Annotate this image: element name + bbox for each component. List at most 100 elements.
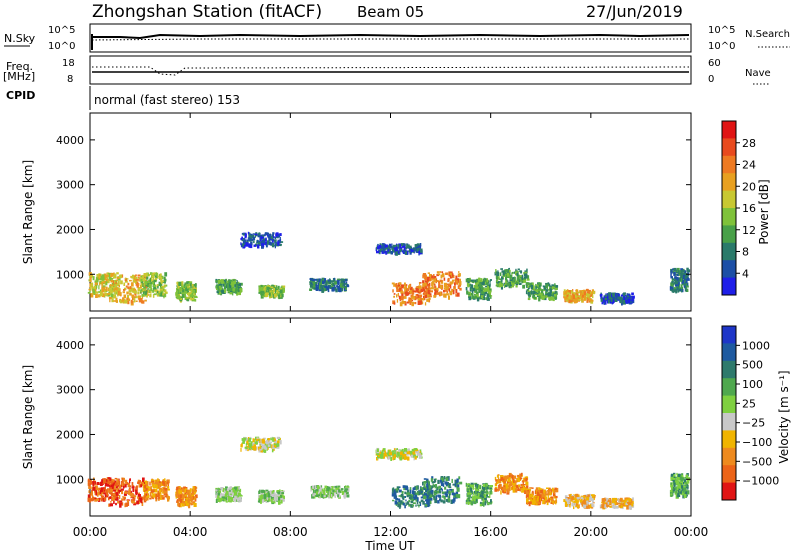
- power-cell: [399, 302, 403, 307]
- power-cell: [430, 287, 434, 290]
- velocity-cell: [535, 487, 539, 492]
- velocity-cell: [477, 489, 480, 492]
- power-cell: [147, 285, 150, 288]
- velocity-cell: [277, 492, 280, 496]
- power-cell: [118, 288, 120, 291]
- power-cell: [485, 282, 488, 285]
- velocity-cell: [519, 486, 523, 489]
- velocity-cell: [317, 485, 320, 490]
- power-cell: [271, 291, 273, 293]
- power-cell: [379, 243, 382, 246]
- power-cell: [447, 283, 450, 287]
- velocity-cell: [182, 488, 185, 493]
- velocity-cell: [112, 479, 115, 483]
- velocity-cell: [152, 488, 154, 491]
- velocity-cell: [225, 486, 228, 489]
- nsky-tick-bottom: 10^0: [48, 41, 75, 52]
- power-cell: [479, 296, 482, 298]
- power-cell: [319, 279, 321, 283]
- velocity-cell: [322, 493, 327, 498]
- power-cell: [483, 281, 485, 285]
- power-cell: [278, 294, 281, 300]
- velocity-cell: [226, 488, 229, 491]
- power-cell: [470, 287, 474, 290]
- power-cell: [484, 290, 488, 295]
- power-cell: [489, 297, 492, 299]
- velocity-cell: [190, 494, 192, 499]
- power-cell: [253, 240, 255, 244]
- velocity-cell: [133, 497, 136, 499]
- power-cell: [487, 283, 489, 288]
- power-cell: [108, 287, 110, 292]
- velocity-cell: [189, 488, 192, 492]
- power-cell: [238, 287, 241, 289]
- velocity-cell: [159, 494, 163, 497]
- power-cell: [426, 280, 428, 284]
- power-cell: [539, 292, 542, 295]
- velocity-cell: [265, 493, 267, 499]
- power-cell: [675, 284, 677, 287]
- power-cell: [155, 289, 159, 293]
- power-cell: [161, 275, 164, 280]
- velocity-cell: [256, 437, 259, 439]
- velocity-cell: [88, 483, 91, 487]
- velocity-cell: [489, 493, 491, 498]
- power-cell: [424, 276, 427, 281]
- power-cell: [572, 292, 575, 297]
- velocity-cell: [95, 490, 97, 493]
- power-cell: [274, 243, 276, 249]
- power-cell: [427, 293, 430, 297]
- velocity-cell: [398, 495, 402, 497]
- velocity-cell: [507, 478, 511, 482]
- velocity-cell: [234, 490, 238, 494]
- power-cell: [335, 288, 338, 293]
- velocity-cell: [484, 496, 487, 501]
- power-cell: [481, 287, 484, 291]
- power-cell: [537, 282, 539, 286]
- power-cell: [92, 290, 96, 294]
- power-cell: [602, 298, 605, 303]
- power-cell: [393, 283, 397, 287]
- power-cell: [376, 247, 378, 250]
- power-cell: [484, 293, 486, 296]
- power-cell: [588, 298, 592, 302]
- power-cell: [152, 290, 155, 292]
- velocity-cell: [410, 454, 414, 458]
- nave-label: Nave: [745, 68, 771, 79]
- velocity-cell: [276, 446, 280, 449]
- power-cell: [251, 241, 253, 246]
- power-cell: [535, 291, 538, 294]
- power-cell: [500, 268, 503, 270]
- power-cell: [268, 241, 272, 246]
- power-cell: [164, 293, 167, 298]
- velocity-cell: [114, 485, 116, 489]
- velocity-cell: [244, 446, 248, 449]
- power-cell: [325, 287, 327, 291]
- power-cell: [343, 280, 346, 285]
- velocity-cell: [128, 490, 131, 495]
- power-cell: [345, 281, 348, 285]
- velocity-cell: [326, 489, 329, 491]
- power-cell: [138, 277, 142, 282]
- power-cell: [670, 287, 672, 290]
- velocity-cell: [431, 476, 434, 480]
- power-cell: [140, 298, 143, 302]
- power-cell: [420, 300, 423, 305]
- velocity-cell: [554, 487, 557, 490]
- velocity-cell: [238, 490, 241, 493]
- power-cell: [123, 294, 127, 299]
- velocity-cell: [337, 494, 339, 498]
- power-cell: [269, 287, 273, 291]
- power-cell: [344, 278, 348, 282]
- power-cell: [565, 291, 568, 295]
- power-cell: [590, 299, 594, 304]
- velocity-cell: [482, 483, 486, 487]
- velocity-cell: [421, 491, 423, 493]
- velocity-cell: [414, 485, 416, 488]
- power-cell: [391, 243, 393, 248]
- power-cell: [278, 285, 280, 290]
- velocity-cell: [240, 447, 242, 452]
- velocity-cell: [428, 485, 432, 489]
- velocity-cell: [394, 450, 396, 455]
- power-cell: [189, 288, 192, 291]
